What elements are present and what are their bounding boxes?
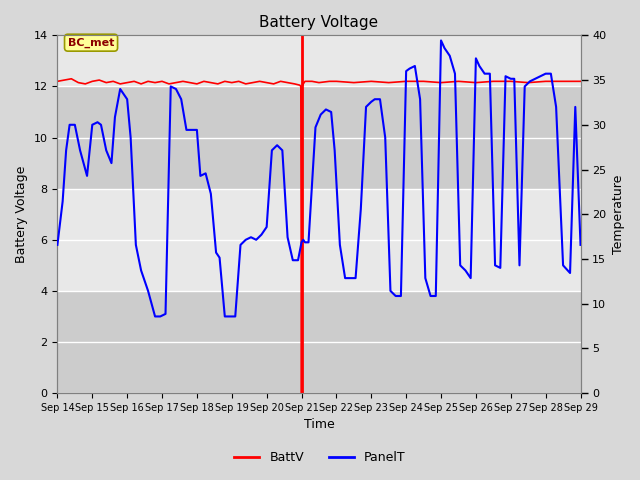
Bar [58, 86, 580, 189]
Legend: BattV, PanelT: BattV, PanelT [229, 446, 411, 469]
Bar [58, 36, 580, 86]
Y-axis label: Battery Voltage: Battery Voltage [15, 166, 28, 263]
Bar [58, 291, 580, 393]
X-axis label: Time: Time [303, 419, 334, 432]
Y-axis label: Temperature: Temperature [612, 175, 625, 254]
Text: BC_met: BC_met [68, 37, 115, 48]
Title: Battery Voltage: Battery Voltage [259, 15, 378, 30]
Bar [58, 189, 580, 291]
